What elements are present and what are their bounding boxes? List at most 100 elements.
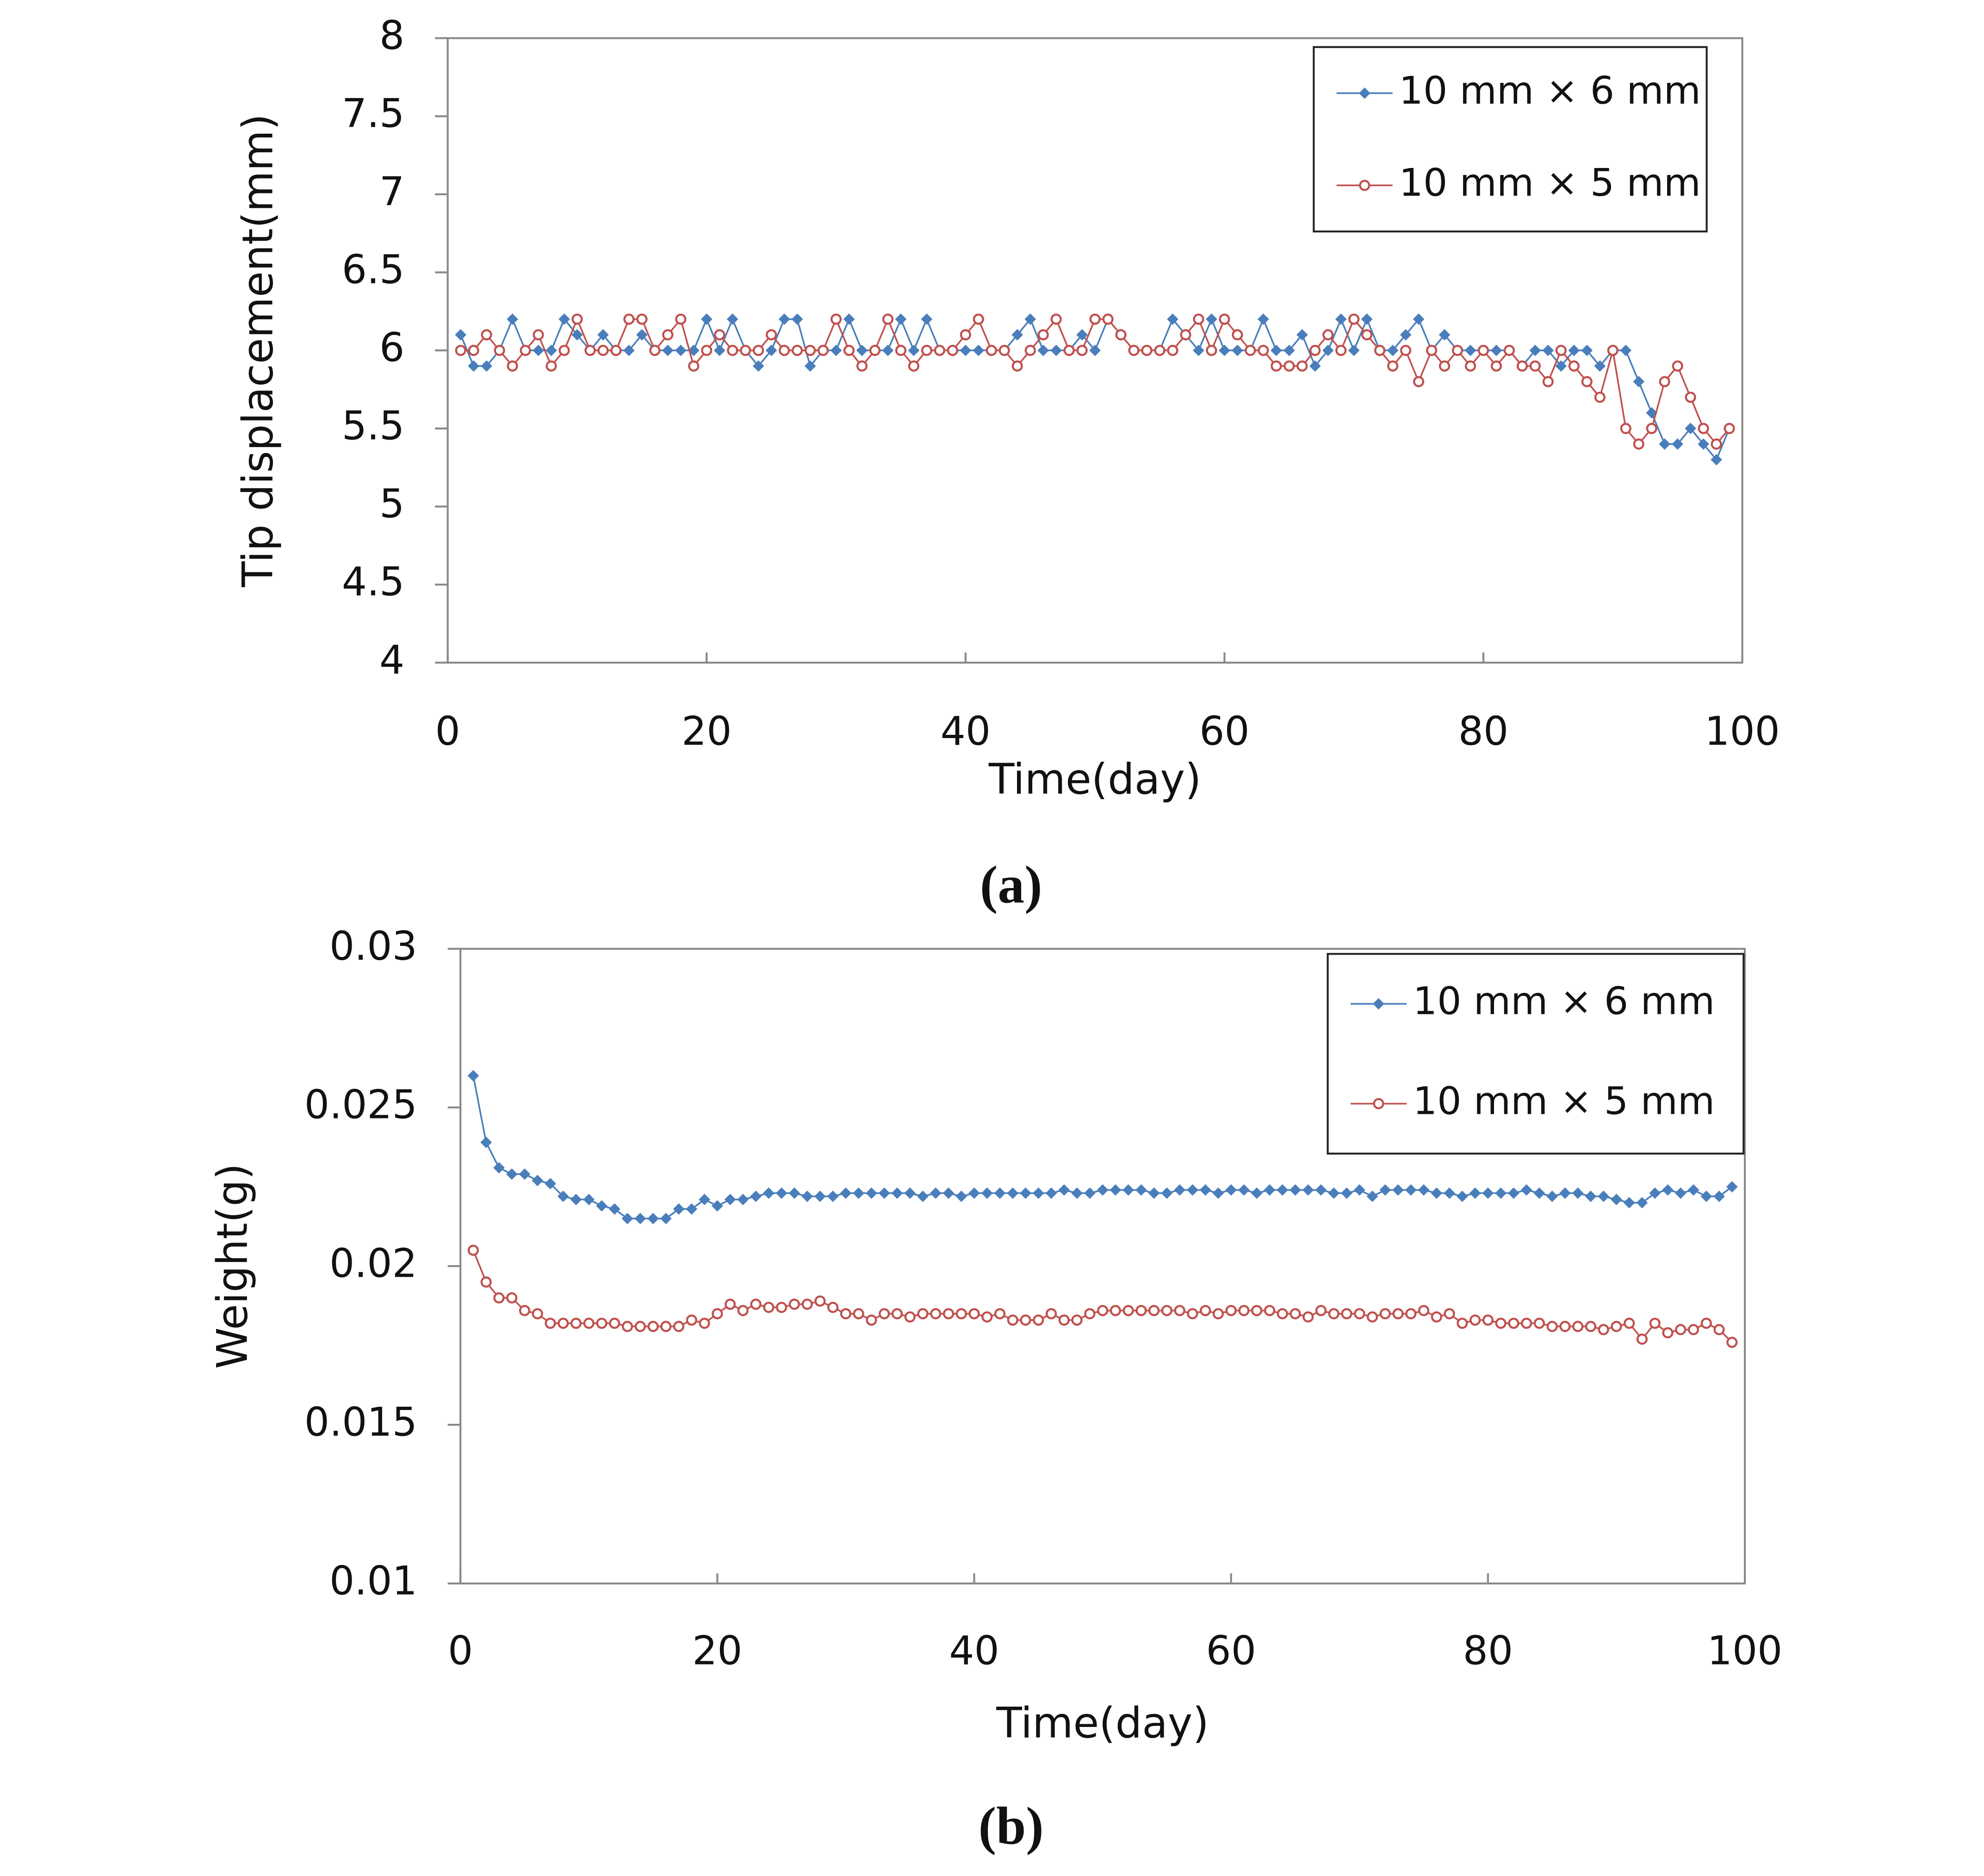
marker — [1713, 1190, 1725, 1202]
marker — [955, 1190, 967, 1202]
marker — [1032, 1187, 1044, 1199]
marker — [869, 345, 881, 356]
marker — [904, 1311, 916, 1323]
marker — [1322, 329, 1334, 341]
marker — [1598, 1324, 1609, 1336]
marker — [481, 360, 492, 372]
marker — [699, 1193, 710, 1205]
x-tick-label: 100 — [1707, 1628, 1783, 1674]
legend-marker — [1358, 87, 1370, 99]
marker — [1315, 1184, 1327, 1196]
marker — [840, 1187, 852, 1199]
marker — [1328, 1308, 1339, 1320]
marker — [1713, 1324, 1725, 1336]
marker — [791, 313, 803, 325]
marker — [866, 1187, 877, 1199]
marker — [1315, 1305, 1327, 1317]
marker — [1726, 1181, 1738, 1193]
marker — [468, 360, 479, 372]
marker — [882, 344, 894, 356]
marker — [675, 344, 687, 356]
series-line — [460, 317, 1730, 446]
marker — [1110, 1184, 1122, 1196]
marker — [1542, 376, 1554, 387]
y-axis-title: Weight(g) — [209, 1163, 257, 1369]
marker — [1400, 329, 1412, 341]
marker — [1251, 1187, 1263, 1199]
marker — [1071, 1187, 1083, 1199]
marker — [570, 1317, 582, 1329]
x-tick-label: 0 — [448, 1628, 473, 1674]
marker — [1135, 1305, 1147, 1317]
marker — [763, 1187, 775, 1199]
marker — [788, 1298, 800, 1310]
marker — [1076, 345, 1088, 356]
marker — [1607, 345, 1618, 356]
marker — [714, 329, 725, 341]
marker — [1187, 1184, 1198, 1196]
marker — [1624, 1317, 1635, 1329]
marker — [1122, 1184, 1135, 1196]
marker — [908, 360, 920, 372]
marker — [1636, 1333, 1648, 1345]
marker — [1322, 344, 1334, 356]
marker — [546, 344, 557, 356]
marker — [507, 360, 518, 372]
marker — [481, 329, 492, 341]
marker — [1219, 313, 1230, 325]
marker — [1309, 360, 1321, 372]
marker — [1366, 1311, 1378, 1323]
marker — [1623, 1197, 1635, 1209]
marker — [1366, 1190, 1378, 1202]
marker — [804, 360, 816, 372]
marker — [973, 344, 985, 356]
marker — [1361, 329, 1373, 341]
x-tick-label: 60 — [1206, 1628, 1256, 1674]
y-tick-label: 8 — [379, 13, 404, 59]
marker — [1353, 1184, 1365, 1196]
marker — [1659, 376, 1670, 387]
marker — [737, 1305, 749, 1317]
marker — [817, 345, 829, 356]
marker — [830, 344, 842, 356]
marker — [1271, 360, 1282, 372]
marker — [1200, 1305, 1211, 1317]
marker — [1611, 1321, 1622, 1332]
marker — [1418, 1184, 1430, 1196]
marker — [1438, 360, 1451, 372]
marker — [1258, 345, 1269, 356]
marker — [1418, 1305, 1430, 1317]
marker — [827, 1302, 839, 1313]
marker — [1161, 1305, 1173, 1317]
y-tick-label: 0.02 — [329, 1241, 417, 1287]
marker — [1674, 1187, 1686, 1199]
marker — [1232, 329, 1243, 341]
x-tick-label: 40 — [949, 1628, 999, 1674]
marker — [532, 1174, 544, 1186]
marker — [1649, 1187, 1661, 1199]
marker — [1135, 1184, 1147, 1196]
marker — [1283, 360, 1295, 372]
marker — [1212, 1308, 1224, 1320]
marker — [1636, 1197, 1648, 1209]
marker — [1037, 329, 1049, 341]
marker — [533, 344, 544, 356]
marker — [712, 1308, 723, 1320]
marker — [1581, 344, 1593, 356]
marker — [1302, 1184, 1314, 1196]
marker — [1063, 345, 1075, 356]
x-tick-label: 80 — [1463, 1628, 1513, 1674]
marker — [520, 345, 531, 356]
marker — [1328, 1187, 1340, 1199]
marker — [1020, 1187, 1031, 1199]
x-tick-label: 40 — [941, 708, 991, 754]
marker — [1477, 345, 1489, 356]
marker — [1464, 344, 1476, 356]
x-tick-label: 60 — [1199, 708, 1249, 754]
marker — [1097, 1184, 1109, 1196]
y-tick-label: 5 — [379, 481, 404, 527]
marker — [1387, 360, 1399, 372]
marker — [634, 1212, 646, 1224]
marker — [750, 1190, 762, 1202]
marker — [1379, 1308, 1391, 1320]
